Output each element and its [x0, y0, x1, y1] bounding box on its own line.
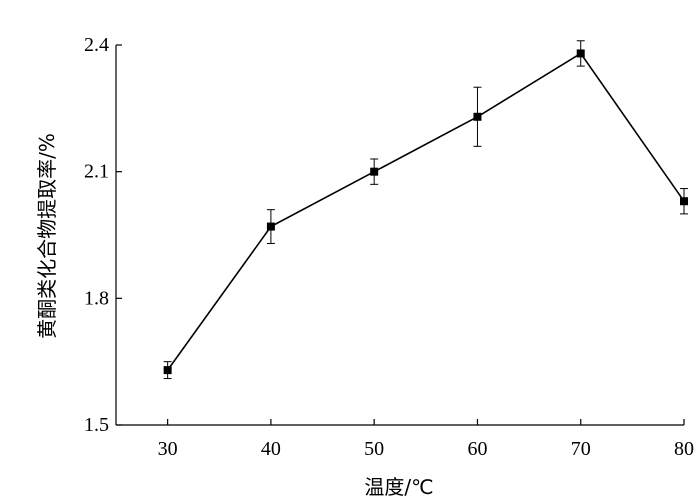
y-tick-label: 1.5	[84, 414, 109, 436]
y-axis-title: 黄酮类化合物提取率/%	[35, 133, 59, 339]
data-point-marker	[370, 167, 379, 176]
x-tick-label: 30	[158, 438, 178, 460]
y-tick-label: 2.1	[84, 161, 109, 183]
data-point-marker	[473, 112, 482, 121]
data-point-marker	[266, 222, 275, 231]
data-point-marker	[163, 366, 172, 375]
x-tick-label: 60	[467, 438, 487, 460]
data-point-marker	[680, 197, 688, 206]
y-tick-label: 2.4	[84, 34, 109, 56]
x-axis-ticks: 30 40 50 60 70 80	[158, 419, 694, 460]
x-axis-title: 温度/℃	[364, 475, 433, 499]
x-tick-label: 70	[571, 438, 591, 460]
x-tick-label: 80	[674, 438, 694, 460]
data-point-marker	[576, 49, 585, 58]
y-axis-ticks: 1.5 1.8 2.1 2.4	[84, 34, 122, 436]
x-tick-label: 50	[364, 438, 384, 460]
series-line	[166, 52, 685, 371]
plot-area	[115, 45, 684, 426]
series-layer	[163, 40, 688, 380]
x-tick-label: 40	[261, 438, 281, 460]
y-tick-label: 1.8	[84, 287, 109, 309]
